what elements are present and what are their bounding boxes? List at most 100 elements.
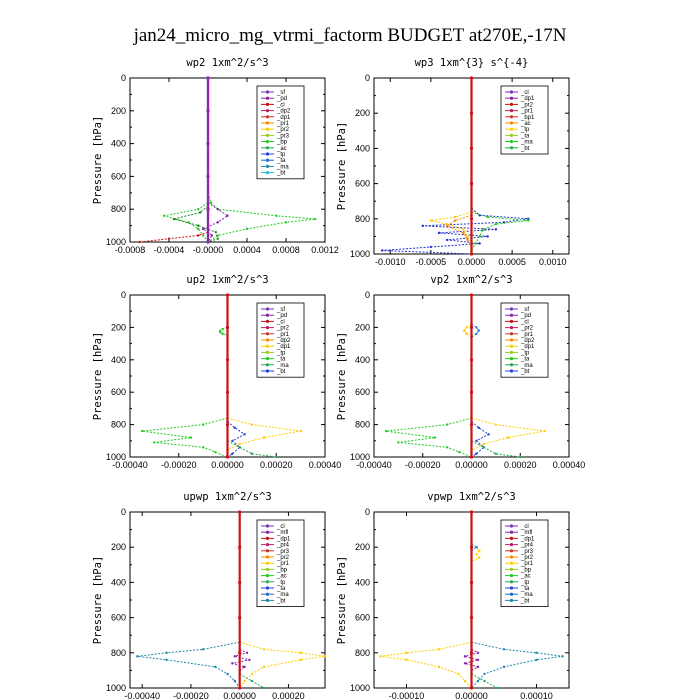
data-point xyxy=(206,174,210,178)
legend-entry: _ac xyxy=(520,574,531,580)
data-point xyxy=(475,452,478,455)
panel-title: upwp 1xm^2/s^3 xyxy=(183,491,272,503)
data-point xyxy=(561,655,564,658)
data-point xyxy=(214,665,217,669)
data-point xyxy=(469,686,474,690)
x-tick-label: 0.00040 xyxy=(553,460,586,470)
x-tick-label: 0.00000 xyxy=(455,691,488,700)
y-tick-label: 600 xyxy=(111,387,126,397)
series-line-1 xyxy=(463,323,472,338)
data-point xyxy=(469,390,474,394)
x-tick-label: 0.00020 xyxy=(504,460,537,470)
data-point xyxy=(405,651,408,654)
legend-entry: _tp xyxy=(276,152,286,158)
legend-entry: _pr2 xyxy=(520,326,534,332)
legend-marker xyxy=(265,133,270,137)
x-tick-label: 0.00040 xyxy=(309,460,342,470)
data-point xyxy=(469,217,474,221)
data-point xyxy=(487,433,490,436)
legend-marker xyxy=(265,146,270,150)
data-point xyxy=(429,245,433,249)
legend-entry: _pr1 xyxy=(276,561,290,567)
legend-marker xyxy=(265,326,270,330)
legend-entry: _dp1 xyxy=(520,344,535,350)
data-point xyxy=(323,655,327,658)
legend-entry: _cl xyxy=(276,524,285,530)
data-point xyxy=(314,217,317,221)
legend-marker xyxy=(509,350,514,354)
data-point xyxy=(469,182,474,186)
legend-entry: _pd xyxy=(520,313,531,319)
data-point xyxy=(469,252,474,256)
legend-entry: _dp2 xyxy=(276,109,291,115)
series-line-4 xyxy=(380,641,472,689)
x-tick-label: 0.0010 xyxy=(539,257,567,267)
series-line-4 xyxy=(139,231,209,243)
legend-entry: _pr1 xyxy=(520,332,534,338)
data-point xyxy=(462,329,466,332)
legend-entry: _bt xyxy=(520,369,530,375)
x-tick-label: 0.00010 xyxy=(520,691,553,700)
data-point xyxy=(197,208,200,211)
legend-entry: _ta xyxy=(520,133,530,139)
legend-marker xyxy=(265,109,270,113)
data-point xyxy=(478,549,481,552)
data-point xyxy=(483,679,486,683)
legend-marker xyxy=(509,369,514,373)
data-point xyxy=(469,111,474,115)
data-point xyxy=(165,658,168,662)
data-point xyxy=(445,224,449,228)
data-point xyxy=(445,238,449,242)
data-point xyxy=(482,442,485,446)
legend-entry: _ac xyxy=(276,146,287,152)
legend-marker xyxy=(265,332,270,336)
data-point xyxy=(206,207,210,211)
data-point xyxy=(462,231,465,235)
chart-panel-6: vpwp 1xm^2/s^3 Pressure [hPa] 0 200 400 600 80… xyxy=(336,491,570,700)
legend-box xyxy=(256,85,305,180)
x-tick-label: -0.0005 xyxy=(416,257,447,267)
chart-panel-5: upwp 1xm^2/s^3 Pressure [hPa] 0 200 400 600 80… xyxy=(92,491,327,700)
data-point xyxy=(206,109,210,113)
data-point xyxy=(463,662,467,665)
legend-entry: _dp1 xyxy=(276,536,291,542)
legend-marker xyxy=(265,555,270,559)
series-line-3 xyxy=(386,417,472,458)
legend-marker xyxy=(509,326,514,330)
legend-entry: _pr3 xyxy=(520,549,534,555)
data-point xyxy=(250,423,254,426)
data-point xyxy=(238,545,242,549)
y-tick-label: 800 xyxy=(355,420,370,430)
data-point xyxy=(463,655,467,658)
series-line-4 xyxy=(227,421,246,458)
data-point xyxy=(233,426,237,430)
x-tick-label: 0.00000 xyxy=(223,691,256,700)
x-tick-label: 0.0000 xyxy=(458,257,486,267)
legend-marker xyxy=(509,338,514,342)
data-point xyxy=(206,240,210,244)
legend-marker xyxy=(509,121,514,125)
legend-entry: _sf xyxy=(520,307,529,313)
legend-marker xyxy=(265,561,270,565)
legend-marker xyxy=(265,580,270,584)
legend-marker xyxy=(509,332,514,336)
series-line-1 xyxy=(137,641,241,689)
data-point xyxy=(238,686,242,690)
legend-entry: _sf xyxy=(276,90,285,96)
panel-title: wp2 1xm^2/s^3 xyxy=(186,57,268,69)
legend-entry: _ac xyxy=(276,574,287,580)
data-point xyxy=(216,208,219,211)
y-tick-label: 1000 xyxy=(106,452,126,462)
y-tick-label: 800 xyxy=(111,204,126,214)
data-point xyxy=(475,439,478,442)
data-point xyxy=(429,219,433,222)
x-tick-label: 0.00020 xyxy=(272,691,305,700)
data-point xyxy=(238,442,241,446)
legend-entry: _ma xyxy=(520,363,533,369)
legend-entry: _ac xyxy=(520,121,531,127)
legend-marker xyxy=(265,586,270,590)
legend-marker xyxy=(509,146,514,150)
legend-entry: _tp xyxy=(520,350,530,356)
data-point xyxy=(543,429,546,433)
legend-entry: _pr4 xyxy=(520,543,534,549)
